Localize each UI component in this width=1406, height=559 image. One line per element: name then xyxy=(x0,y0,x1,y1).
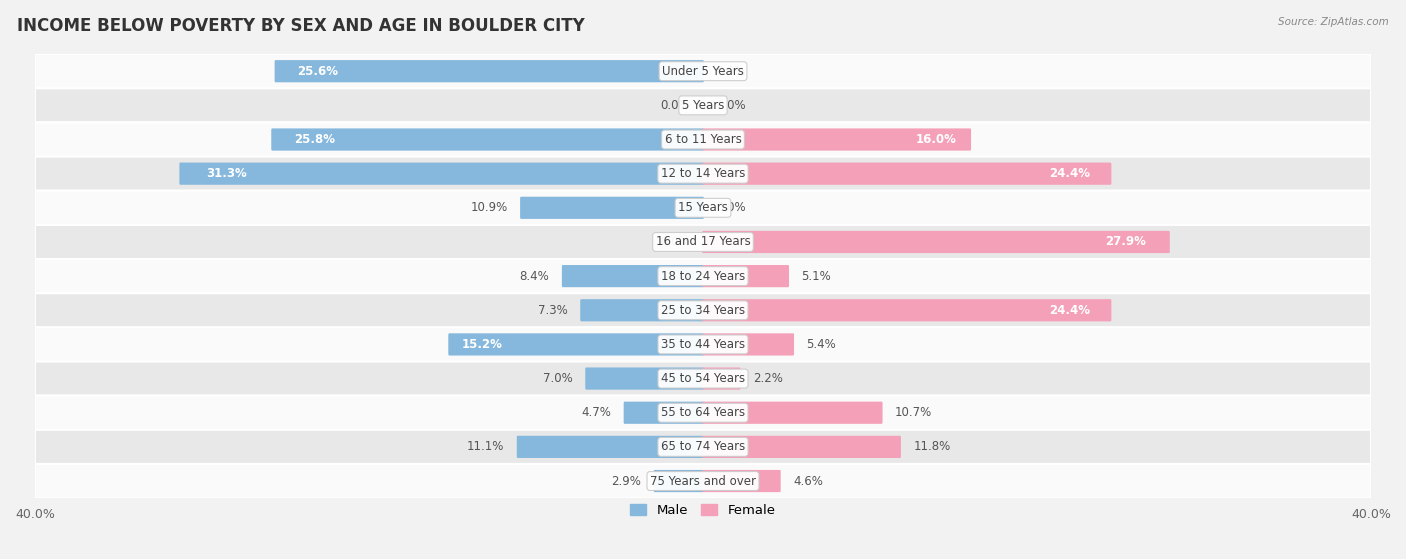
Text: 15.2%: 15.2% xyxy=(461,338,503,351)
FancyBboxPatch shape xyxy=(35,259,1371,293)
Text: 25.8%: 25.8% xyxy=(294,133,335,146)
Text: 31.3%: 31.3% xyxy=(207,167,247,180)
Text: 27.9%: 27.9% xyxy=(1105,235,1146,248)
Text: 24.4%: 24.4% xyxy=(1049,304,1090,317)
Text: 55 to 64 Years: 55 to 64 Years xyxy=(661,406,745,419)
FancyBboxPatch shape xyxy=(702,333,794,356)
FancyBboxPatch shape xyxy=(35,362,1371,396)
Text: 2.9%: 2.9% xyxy=(612,475,641,487)
FancyBboxPatch shape xyxy=(35,430,1371,464)
FancyBboxPatch shape xyxy=(271,129,704,150)
FancyBboxPatch shape xyxy=(585,367,704,390)
FancyBboxPatch shape xyxy=(517,436,704,458)
FancyBboxPatch shape xyxy=(520,197,704,219)
FancyBboxPatch shape xyxy=(702,231,1170,253)
Text: 45 to 54 Years: 45 to 54 Years xyxy=(661,372,745,385)
Text: 15 Years: 15 Years xyxy=(678,201,728,214)
Text: 65 to 74 Years: 65 to 74 Years xyxy=(661,440,745,453)
FancyBboxPatch shape xyxy=(35,88,1371,122)
Text: 5.1%: 5.1% xyxy=(801,269,831,283)
Text: 10.9%: 10.9% xyxy=(471,201,508,214)
FancyBboxPatch shape xyxy=(35,328,1371,362)
Text: 5 Years: 5 Years xyxy=(682,99,724,112)
FancyBboxPatch shape xyxy=(35,464,1371,498)
Legend: Male, Female: Male, Female xyxy=(626,499,780,523)
Text: 11.1%: 11.1% xyxy=(467,440,505,453)
Text: 0.0%: 0.0% xyxy=(717,99,747,112)
FancyBboxPatch shape xyxy=(35,225,1371,259)
FancyBboxPatch shape xyxy=(35,191,1371,225)
Text: 4.7%: 4.7% xyxy=(581,406,612,419)
FancyBboxPatch shape xyxy=(624,401,704,424)
FancyBboxPatch shape xyxy=(702,163,1111,185)
FancyBboxPatch shape xyxy=(35,122,1371,157)
Text: 25 to 34 Years: 25 to 34 Years xyxy=(661,304,745,317)
Text: 10.7%: 10.7% xyxy=(896,406,932,419)
FancyBboxPatch shape xyxy=(35,293,1371,328)
Text: 0.0%: 0.0% xyxy=(659,99,689,112)
Text: 18 to 24 Years: 18 to 24 Years xyxy=(661,269,745,283)
Text: 0.0%: 0.0% xyxy=(659,235,689,248)
Text: Source: ZipAtlas.com: Source: ZipAtlas.com xyxy=(1278,17,1389,27)
FancyBboxPatch shape xyxy=(35,54,1371,88)
Text: 7.0%: 7.0% xyxy=(543,372,572,385)
FancyBboxPatch shape xyxy=(702,265,789,287)
Text: 16.0%: 16.0% xyxy=(915,133,957,146)
FancyBboxPatch shape xyxy=(581,299,704,321)
Text: 2.2%: 2.2% xyxy=(754,372,783,385)
Text: 4.6%: 4.6% xyxy=(793,475,823,487)
Text: 11.8%: 11.8% xyxy=(914,440,950,453)
Text: 16 and 17 Years: 16 and 17 Years xyxy=(655,235,751,248)
Text: Under 5 Years: Under 5 Years xyxy=(662,65,744,78)
FancyBboxPatch shape xyxy=(274,60,704,82)
FancyBboxPatch shape xyxy=(702,299,1111,321)
Text: 7.3%: 7.3% xyxy=(538,304,568,317)
FancyBboxPatch shape xyxy=(35,157,1371,191)
Text: 12 to 14 Years: 12 to 14 Years xyxy=(661,167,745,180)
FancyBboxPatch shape xyxy=(180,163,704,185)
FancyBboxPatch shape xyxy=(702,367,741,390)
Text: 0.0%: 0.0% xyxy=(717,201,747,214)
Text: 25.6%: 25.6% xyxy=(297,65,337,78)
Text: INCOME BELOW POVERTY BY SEX AND AGE IN BOULDER CITY: INCOME BELOW POVERTY BY SEX AND AGE IN B… xyxy=(17,17,585,35)
Text: 5.4%: 5.4% xyxy=(807,338,837,351)
FancyBboxPatch shape xyxy=(702,470,780,492)
FancyBboxPatch shape xyxy=(449,333,704,356)
Text: 35 to 44 Years: 35 to 44 Years xyxy=(661,338,745,351)
FancyBboxPatch shape xyxy=(702,436,901,458)
Text: 8.4%: 8.4% xyxy=(520,269,550,283)
FancyBboxPatch shape xyxy=(35,396,1371,430)
FancyBboxPatch shape xyxy=(562,265,704,287)
Text: 24.4%: 24.4% xyxy=(1049,167,1090,180)
FancyBboxPatch shape xyxy=(702,401,883,424)
FancyBboxPatch shape xyxy=(654,470,704,492)
Text: 0.0%: 0.0% xyxy=(717,65,747,78)
Text: 75 Years and over: 75 Years and over xyxy=(650,475,756,487)
FancyBboxPatch shape xyxy=(702,129,972,150)
Text: 6 to 11 Years: 6 to 11 Years xyxy=(665,133,741,146)
